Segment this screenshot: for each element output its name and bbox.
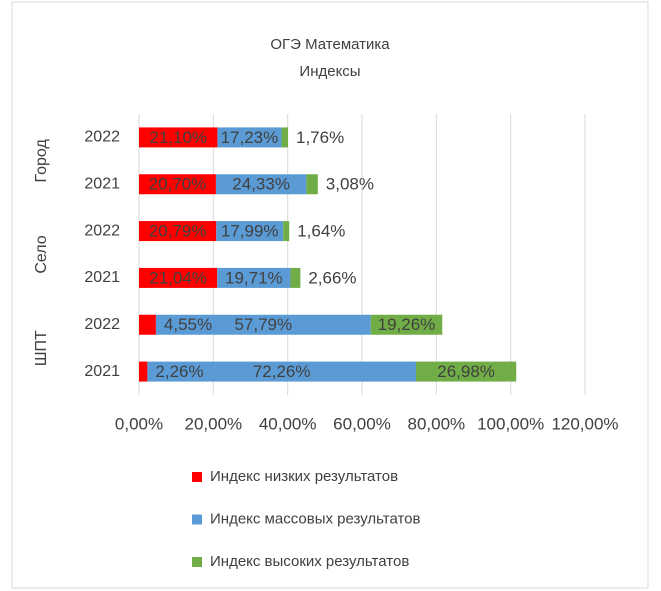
data-label: 72,26% [253, 362, 311, 381]
data-label: 57,79% [234, 315, 292, 334]
data-label: 3,08% [326, 175, 374, 194]
y-tick-label: 2022 [84, 129, 120, 146]
y-tick-label: 2021 [84, 269, 120, 286]
bar-segment [217, 127, 282, 148]
x-tick-label: 120,00% [551, 414, 618, 433]
x-tick-label: 20,00% [184, 414, 242, 433]
group-label: Село [33, 235, 50, 273]
bar-segment [215, 174, 307, 195]
y-tick-label: 2022 [84, 222, 120, 239]
bar-segment [370, 314, 443, 335]
bar-segment [415, 361, 517, 382]
data-label: 20,79% [149, 222, 207, 241]
bar-segment [147, 361, 416, 382]
x-tick-label: 100,00% [477, 414, 544, 433]
chart-subtitle: Индексы [299, 63, 360, 80]
bar-segment [139, 127, 218, 148]
bar-segment [281, 127, 289, 148]
chart-frame [11, 1, 649, 589]
data-label: 24,33% [232, 175, 290, 194]
legend-label: Индекс высоких результатов [210, 553, 409, 570]
bar-segment [139, 221, 217, 242]
legend-swatch [192, 557, 202, 567]
bar-segment [139, 361, 148, 382]
bar-segment [139, 267, 218, 288]
bar-segment [306, 174, 318, 195]
data-label: 20,70% [149, 175, 207, 194]
data-label: 19,71% [225, 268, 283, 287]
data-label: 19,26% [378, 315, 436, 334]
bar-segment [139, 314, 156, 335]
data-label: 1,64% [297, 222, 345, 241]
data-label: 17,99% [221, 222, 279, 241]
legend-swatch [192, 472, 202, 482]
data-label: 21,10% [149, 128, 207, 147]
bar-segment [283, 221, 290, 242]
data-label: 17,23% [221, 128, 279, 147]
bar-segment [139, 174, 216, 195]
data-label: 21,04% [149, 268, 207, 287]
y-tick-label: 2022 [84, 316, 120, 333]
data-label: 4,55% [164, 315, 212, 334]
chart-title: ОГЭ Математика [270, 36, 390, 53]
group-label: Город [33, 139, 50, 183]
data-label: 2,26% [155, 362, 203, 381]
bar-segment [216, 221, 284, 242]
group-label: ШПТ [33, 330, 50, 366]
legend-label: Индекс низких результатов [210, 468, 398, 485]
data-label: 2,66% [308, 268, 356, 287]
data-label: 1,76% [296, 128, 344, 147]
bar-segment [217, 267, 291, 288]
x-tick-label: 80,00% [407, 414, 465, 433]
bar-segment [155, 314, 371, 335]
legend-label: Индекс массовых результатов [210, 510, 421, 527]
data-label: 26,98% [437, 362, 495, 381]
x-tick-label: 0,00% [115, 414, 163, 433]
y-tick-label: 2021 [84, 363, 120, 380]
y-tick-label: 2021 [84, 175, 120, 192]
x-tick-label: 40,00% [259, 414, 317, 433]
x-tick-label: 60,00% [333, 414, 391, 433]
bar-segment [290, 267, 301, 288]
legend-swatch [192, 514, 202, 525]
